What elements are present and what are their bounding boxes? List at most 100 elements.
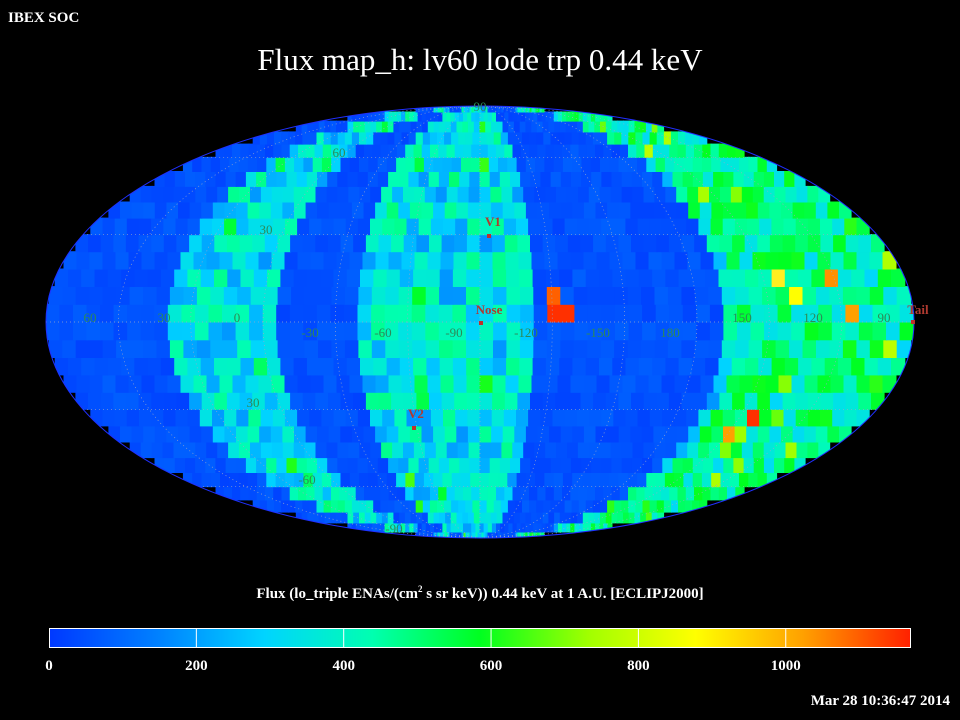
map-cell [276, 303, 291, 323]
map-cell [192, 472, 203, 488]
lon-label: 90 [878, 310, 891, 325]
map-cell [306, 171, 318, 187]
map-cell [473, 106, 477, 113]
map-cell [844, 217, 858, 236]
map-cell [492, 268, 508, 287]
map-cell [775, 286, 791, 305]
map-cell [371, 286, 387, 305]
map-cell [459, 171, 471, 187]
map-cell [291, 339, 306, 358]
map-cell [465, 321, 481, 341]
map-cell [330, 131, 339, 145]
map-cell [54, 356, 69, 376]
map-cell [272, 217, 286, 236]
map-cell [392, 522, 398, 533]
map-cell [570, 111, 576, 122]
map-cell [367, 457, 379, 473]
map-cell [280, 268, 295, 287]
map-cell [512, 143, 522, 158]
meridian-line [479, 105, 698, 539]
marker-label: Nose [476, 302, 503, 317]
map-cell [856, 286, 871, 305]
map-cell [493, 286, 508, 305]
map-cell [403, 234, 418, 253]
map-cell [100, 303, 115, 323]
map-cell [336, 120, 343, 133]
map-cell [457, 441, 470, 459]
map-cell [212, 201, 226, 219]
map-cell [468, 511, 475, 524]
map-cell [422, 511, 429, 524]
map-cell [313, 120, 320, 133]
map-cell [699, 201, 713, 219]
map-cell [102, 217, 116, 236]
map-cell [705, 268, 720, 287]
map-cell [549, 201, 562, 219]
map-cell [652, 486, 663, 501]
map-cell [425, 321, 440, 341]
map-cell [441, 234, 456, 253]
map-cell [183, 286, 198, 305]
map-cell [570, 171, 583, 187]
map-cell [182, 156, 194, 172]
map-cell [438, 522, 444, 533]
map-cell [349, 251, 364, 270]
map-cell [723, 303, 738, 323]
map-cell [757, 472, 768, 488]
map-cell [405, 111, 411, 122]
map-cell [424, 441, 437, 459]
map-cell [431, 106, 435, 113]
map-cell [405, 472, 416, 488]
map-cell [456, 425, 469, 443]
map-cell [162, 185, 175, 203]
map-cell [708, 339, 723, 358]
map-cell [661, 143, 671, 158]
map-cell [547, 321, 562, 341]
map-cell [444, 425, 458, 443]
map-cell [640, 120, 647, 133]
map-cell [491, 120, 498, 133]
map-cell [672, 457, 684, 473]
map-cell [637, 472, 648, 488]
map-cell [138, 234, 153, 253]
map-cell [151, 391, 165, 410]
map-cell [508, 522, 514, 533]
map-cell [858, 303, 874, 323]
map-cell [710, 143, 720, 158]
map-cell [438, 171, 451, 187]
map-cell [619, 143, 630, 158]
map-cell [777, 321, 793, 341]
map-cell [489, 531, 493, 538]
map-cell [493, 499, 502, 513]
map-cell [181, 303, 196, 323]
map-cell [574, 111, 580, 122]
map-cell [63, 251, 78, 270]
map-cell [588, 120, 596, 133]
map-cell [425, 106, 429, 113]
map-cell [498, 472, 509, 488]
map-cell [741, 441, 754, 459]
map-cell [544, 251, 559, 270]
map-cell [504, 111, 510, 122]
map-cell [481, 531, 485, 538]
map-cell [595, 201, 609, 219]
map-cell [883, 339, 898, 358]
map-cell [86, 303, 102, 323]
map-cell [446, 486, 456, 501]
map-cell [459, 106, 463, 113]
map-cell [309, 131, 318, 145]
lon-label: 60 [84, 310, 97, 325]
map-cell [81, 268, 96, 287]
map-cell [446, 441, 459, 459]
map-cell [611, 486, 621, 501]
map-cell [572, 472, 583, 488]
map-cell [674, 374, 689, 393]
map-cell [189, 391, 203, 410]
map-cell [477, 531, 481, 538]
map-cell [381, 511, 389, 524]
map-cell [380, 131, 389, 145]
map-cell [451, 472, 462, 488]
map-cell [180, 374, 195, 393]
map-cell [641, 201, 655, 219]
map-cell [621, 457, 633, 473]
